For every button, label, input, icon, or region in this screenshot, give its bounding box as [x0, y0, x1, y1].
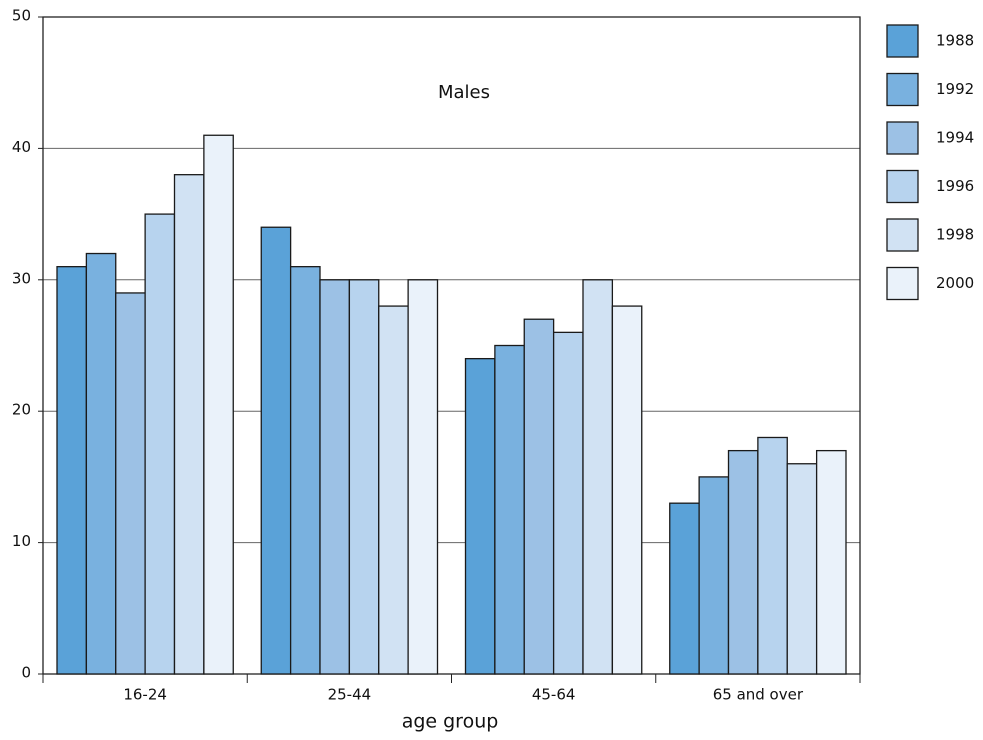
legend-label: 1988: [936, 32, 974, 50]
bar: [144, 213, 176, 675]
bar: [611, 305, 643, 675]
legend-label: 1996: [936, 177, 974, 195]
legend-label: 1998: [936, 226, 974, 244]
y-tick-label: 0: [21, 664, 31, 682]
x-tick-label: 65 and over: [713, 686, 804, 704]
bar: [757, 436, 788, 675]
y-tick-label: 40: [12, 138, 31, 156]
bar: [464, 357, 496, 675]
bar: [115, 292, 146, 675]
bar: [552, 331, 584, 675]
legend-label: 2000: [936, 274, 974, 292]
y-tick-label: 10: [12, 532, 31, 550]
legend-swatch: [886, 266, 919, 301]
bar: [407, 279, 439, 675]
bar: [348, 279, 380, 675]
bar: [319, 279, 351, 675]
bar: [727, 449, 759, 675]
legend-swatch: [886, 72, 919, 107]
y-tick-label: 20: [12, 401, 31, 419]
bar: [203, 134, 234, 675]
legend-swatch: [886, 24, 919, 58]
bar: [378, 305, 409, 675]
y-tick-label: 50: [12, 7, 31, 25]
bar: [173, 174, 205, 675]
bar: [494, 344, 525, 675]
x-tick-label: 45-64: [532, 686, 576, 704]
bar: [698, 476, 730, 675]
bar: [85, 252, 117, 675]
x-axis-label: age group: [402, 711, 499, 733]
y-tick-label: 30: [12, 269, 31, 287]
bar: [260, 226, 292, 675]
legend-label: 1994: [936, 129, 974, 147]
legend-swatch: [886, 169, 919, 204]
bar: [669, 502, 700, 675]
legend-label: 1992: [936, 80, 974, 98]
bar: [786, 463, 818, 675]
x-tick-label: 25-44: [328, 686, 372, 704]
bar: [582, 279, 614, 675]
legend-swatch: [886, 218, 919, 252]
bar: [289, 266, 321, 675]
bar: [56, 266, 88, 675]
x-tick-label: 16-24: [123, 686, 167, 704]
legend-swatch: [886, 121, 919, 155]
bar: [815, 449, 847, 675]
chart-title: Males: [438, 82, 490, 103]
bar: [523, 318, 555, 675]
